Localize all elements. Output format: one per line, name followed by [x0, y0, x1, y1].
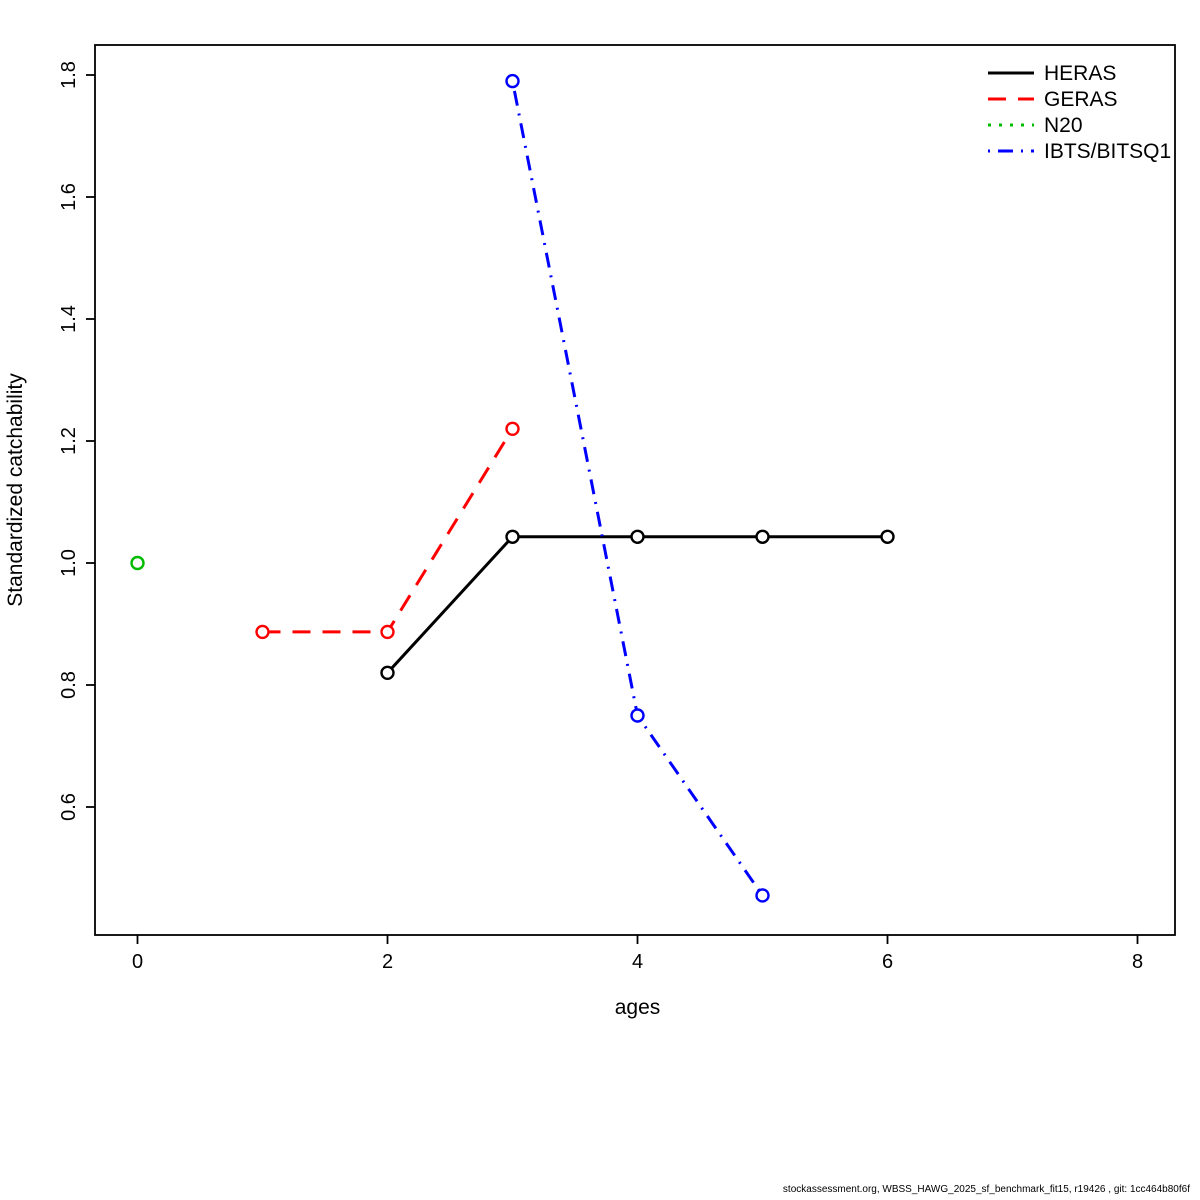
- footer-caption: stockassessment.org, WBSS_HAWG_2025_sf_b…: [782, 1184, 1190, 1195]
- x-tick-label: 6: [882, 951, 893, 973]
- y-tick-label: 1.2: [58, 427, 80, 455]
- series-line-HERAS: [386, 535, 888, 674]
- data-point-IBTS/BITSQ1: [505, 73, 520, 89]
- x-axis-label: ages: [615, 996, 661, 1019]
- plot-border: [94, 44, 1176, 936]
- data-point-HERAS: [755, 529, 770, 544]
- y-tick-label: 1.0: [58, 549, 80, 577]
- legend-label: GERAS: [1044, 88, 1118, 111]
- x-tick-label: 2: [382, 951, 393, 973]
- data-point-HERAS: [505, 529, 520, 544]
- data-point-GERAS: [255, 624, 270, 640]
- legend-label: HERAS: [1044, 62, 1116, 85]
- x-tick-label: 4: [632, 951, 643, 973]
- legend-label: IBTS/BITSQ1: [1044, 140, 1171, 163]
- x-tick-label: 8: [1132, 951, 1143, 973]
- data-point-N20: [130, 555, 145, 571]
- data-point-GERAS: [380, 624, 395, 640]
- y-tick-label: 1.8: [58, 61, 80, 89]
- data-point-HERAS: [630, 529, 645, 544]
- series-line-IBTS/BITSQ1: [511, 80, 764, 897]
- data-point-IBTS/BITSQ1: [630, 708, 645, 723]
- data-point-IBTS/BITSQ1: [755, 888, 770, 903]
- y-axis-label: Standardized catchability: [4, 373, 27, 607]
- y-tick-label: 1.4: [58, 305, 80, 333]
- x-tick-label: 0: [132, 951, 143, 973]
- data-point-HERAS: [380, 665, 395, 680]
- data-point-HERAS: [880, 529, 895, 544]
- series-line-GERAS: [262, 428, 514, 634]
- legend-label: N20: [1044, 114, 1083, 137]
- y-tick-label: 1.6: [58, 183, 80, 211]
- y-tick-label: 0.8: [58, 671, 80, 699]
- y-tick-label: 0.6: [58, 793, 80, 821]
- data-point-GERAS: [505, 421, 520, 436]
